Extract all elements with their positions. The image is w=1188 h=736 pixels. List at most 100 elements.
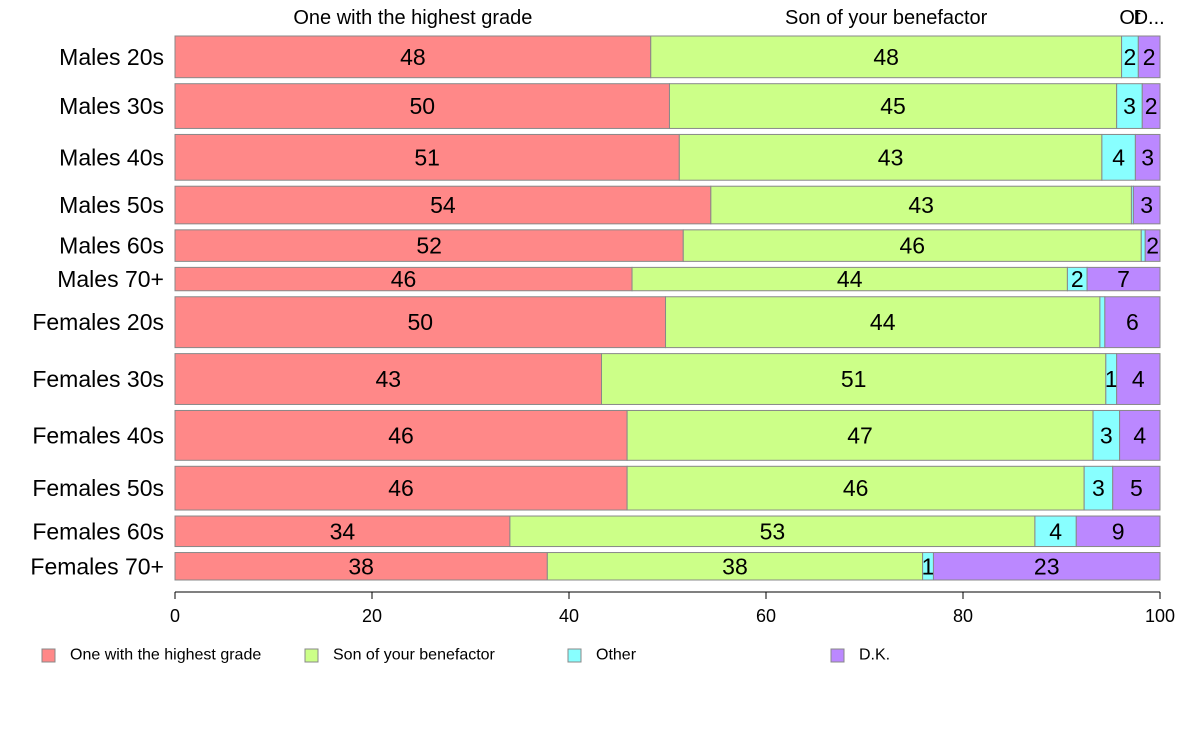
bar-segment: [1112, 465, 1161, 511]
bar-segment: [1086, 266, 1161, 292]
legend-label: D.K.: [859, 647, 890, 664]
bar-value-label: 23: [1034, 553, 1060, 579]
category-label: Males 60s: [59, 233, 164, 259]
bar-value-label: 45: [880, 93, 906, 119]
legend-swatch: [304, 648, 319, 663]
x-tick-label: 0: [170, 606, 180, 626]
legend-swatch: [567, 648, 582, 663]
bar-value-label: 47: [847, 422, 873, 448]
bar-value-label: 3: [1123, 93, 1136, 119]
bar-value-label: 48: [873, 44, 899, 70]
bar-value-label: 4: [1132, 366, 1145, 392]
bar-value-label: 4: [1133, 422, 1146, 448]
bar-segment: [174, 185, 712, 225]
bar-value-label: 46: [843, 475, 869, 501]
top-series-label: D...: [1134, 7, 1165, 29]
bar-segment: [668, 83, 1118, 129]
bar-segment: [174, 465, 628, 511]
bar-segment: [1104, 296, 1161, 349]
bar-segment: [932, 552, 1161, 581]
bar-value-label: 43: [375, 366, 401, 392]
x-tick-label: 20: [362, 606, 382, 626]
bar-value-label: 43: [878, 144, 904, 170]
x-tick-label: 100: [1145, 606, 1175, 626]
x-axis: 0 20 40 60 80 100: [170, 591, 1175, 626]
legend-swatch: [41, 648, 56, 663]
bar-value-label: 44: [837, 266, 863, 292]
bar-value-label: 2: [1143, 44, 1156, 70]
bar-segment: [710, 185, 1132, 225]
bar-value-label: 43: [908, 192, 934, 218]
bar-value-label: 3: [1100, 422, 1113, 448]
legend-label: Other: [596, 647, 637, 664]
bar-segment: [1144, 229, 1161, 262]
top-series-label: Son of your benefactor: [785, 7, 988, 29]
bar-segment: [1083, 465, 1114, 511]
bar-value-label: 1: [1105, 366, 1118, 392]
bar-value-label: 4: [1049, 518, 1062, 544]
bar-segment: [1140, 229, 1146, 262]
bar-segment: [1141, 83, 1161, 129]
bar-value-label: 5: [1130, 475, 1143, 501]
x-tick-label: 60: [756, 606, 776, 626]
category-label: Females 50s: [32, 475, 164, 501]
top-series-label: One with the highest grade: [293, 7, 532, 29]
bar-value-label: 2: [1145, 93, 1158, 119]
bar-segment: [682, 229, 1142, 262]
bar-segment: [174, 515, 511, 548]
bar-segment: [174, 353, 603, 405]
bar-value-label: 1: [922, 553, 935, 579]
bar-value-label: 9: [1112, 518, 1125, 544]
bar-segment: [650, 35, 1123, 79]
bar-segment: [1134, 133, 1161, 181]
bar-value-label: 44: [870, 309, 896, 335]
bar-value-label: 53: [760, 518, 786, 544]
bar-segment: [1116, 83, 1143, 129]
bar-segment: [1034, 515, 1077, 548]
bar-segment: [1116, 353, 1161, 405]
bar-value-label: 3: [1140, 192, 1153, 218]
bar-value-label: 3: [1092, 475, 1105, 501]
bar-segment: [1092, 409, 1121, 461]
bar-value-label: 34: [330, 518, 356, 544]
bar-value-label: 46: [899, 233, 925, 259]
bar-value-label: 38: [722, 553, 748, 579]
top-series-labels: One with the highest grade Son of your be…: [293, 7, 1164, 29]
bar-value-label: 50: [409, 93, 435, 119]
top-series-label: Ot: [1119, 7, 1141, 29]
category-label: Males 70+: [57, 266, 164, 292]
bar-segment: [174, 552, 548, 581]
bar-segment: [174, 229, 684, 262]
bar-value-label: 46: [388, 422, 414, 448]
legend-label: One with the highest grade: [70, 647, 261, 664]
bar-segment: [678, 133, 1103, 181]
bar-segment: [174, 83, 670, 129]
bar-value-label: 52: [416, 233, 442, 259]
bar-value-label: 46: [388, 475, 414, 501]
bar-value-label: 3: [1141, 144, 1154, 170]
bar-value-label: 51: [414, 144, 440, 170]
bar-segment: [1075, 515, 1161, 548]
row-labels-group: Males 20s Males 30s Males 40s Males 50s Male…: [30, 44, 164, 579]
legend-label: Son of your benefactor: [333, 647, 496, 664]
bar-segment: [1137, 35, 1161, 79]
bar-value-label: 46: [391, 266, 417, 292]
bar-value-label: 7: [1117, 266, 1130, 292]
bar-value-label: 6: [1126, 309, 1139, 335]
category-label: Females 60s: [32, 518, 164, 544]
category-label: Males 50s: [59, 192, 164, 218]
category-label: Males 30s: [59, 93, 164, 119]
bar-segment: [665, 296, 1101, 349]
bar-value-label: 2: [1146, 233, 1159, 259]
bar-segment: [174, 133, 680, 181]
bar-value-label: 38: [348, 553, 374, 579]
x-tick-label: 80: [953, 606, 973, 626]
category-label: Males 40s: [59, 144, 164, 170]
category-label: Males 20s: [59, 44, 164, 70]
bar-value-label: 2: [1071, 266, 1084, 292]
category-label: Females 20s: [32, 309, 164, 335]
bar-segment: [1099, 296, 1106, 349]
bars-group: 48 48 2 250 45 3 251 43 4 354 43 352 46 246 44 2 750 44 64…: [174, 35, 1161, 581]
legend: One with the highest grade Son of your be…: [41, 647, 890, 664]
